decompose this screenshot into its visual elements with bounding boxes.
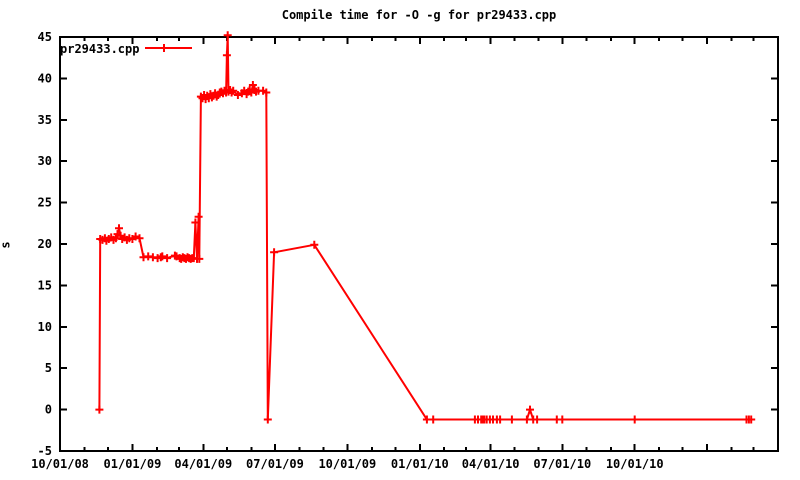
x-tick-label: 07/01/09 <box>246 457 304 471</box>
x-tick-label: 01/01/10 <box>391 457 449 471</box>
x-tick-label: 01/01/09 <box>104 457 162 471</box>
y-tick-label: 0 <box>45 403 52 417</box>
x-tick-label: 10/01/09 <box>318 457 376 471</box>
x-tick-label: 07/01/10 <box>533 457 591 471</box>
x-tick-label: 04/01/10 <box>462 457 520 471</box>
y-tick-label: 45 <box>38 30 52 44</box>
series-line <box>98 35 752 421</box>
y-tick-label: 25 <box>38 196 52 210</box>
y-tick-label: 30 <box>38 154 52 168</box>
y-tick-label: 20 <box>38 237 52 251</box>
x-tick-label: 04/01/09 <box>174 457 232 471</box>
plot-border <box>59 36 779 452</box>
legend-label: pr29433.cpp <box>60 42 139 56</box>
y-tick-label: -5 <box>38 444 52 458</box>
y-tick-label: 10 <box>38 320 52 334</box>
chart-title: Compile time for -O -g for pr29433.cpp <box>281 8 557 22</box>
x-tick-label: 10/01/10 <box>606 457 664 471</box>
legend-sample-marker <box>160 44 168 52</box>
y-tick-label: 35 <box>38 113 52 127</box>
y-tick-label: 40 <box>38 71 52 85</box>
series-markers <box>95 31 756 424</box>
x-tick-label: 10/01/08 <box>31 457 89 471</box>
y-tick-label: 15 <box>38 278 52 292</box>
y-tick-label: 5 <box>45 361 52 375</box>
